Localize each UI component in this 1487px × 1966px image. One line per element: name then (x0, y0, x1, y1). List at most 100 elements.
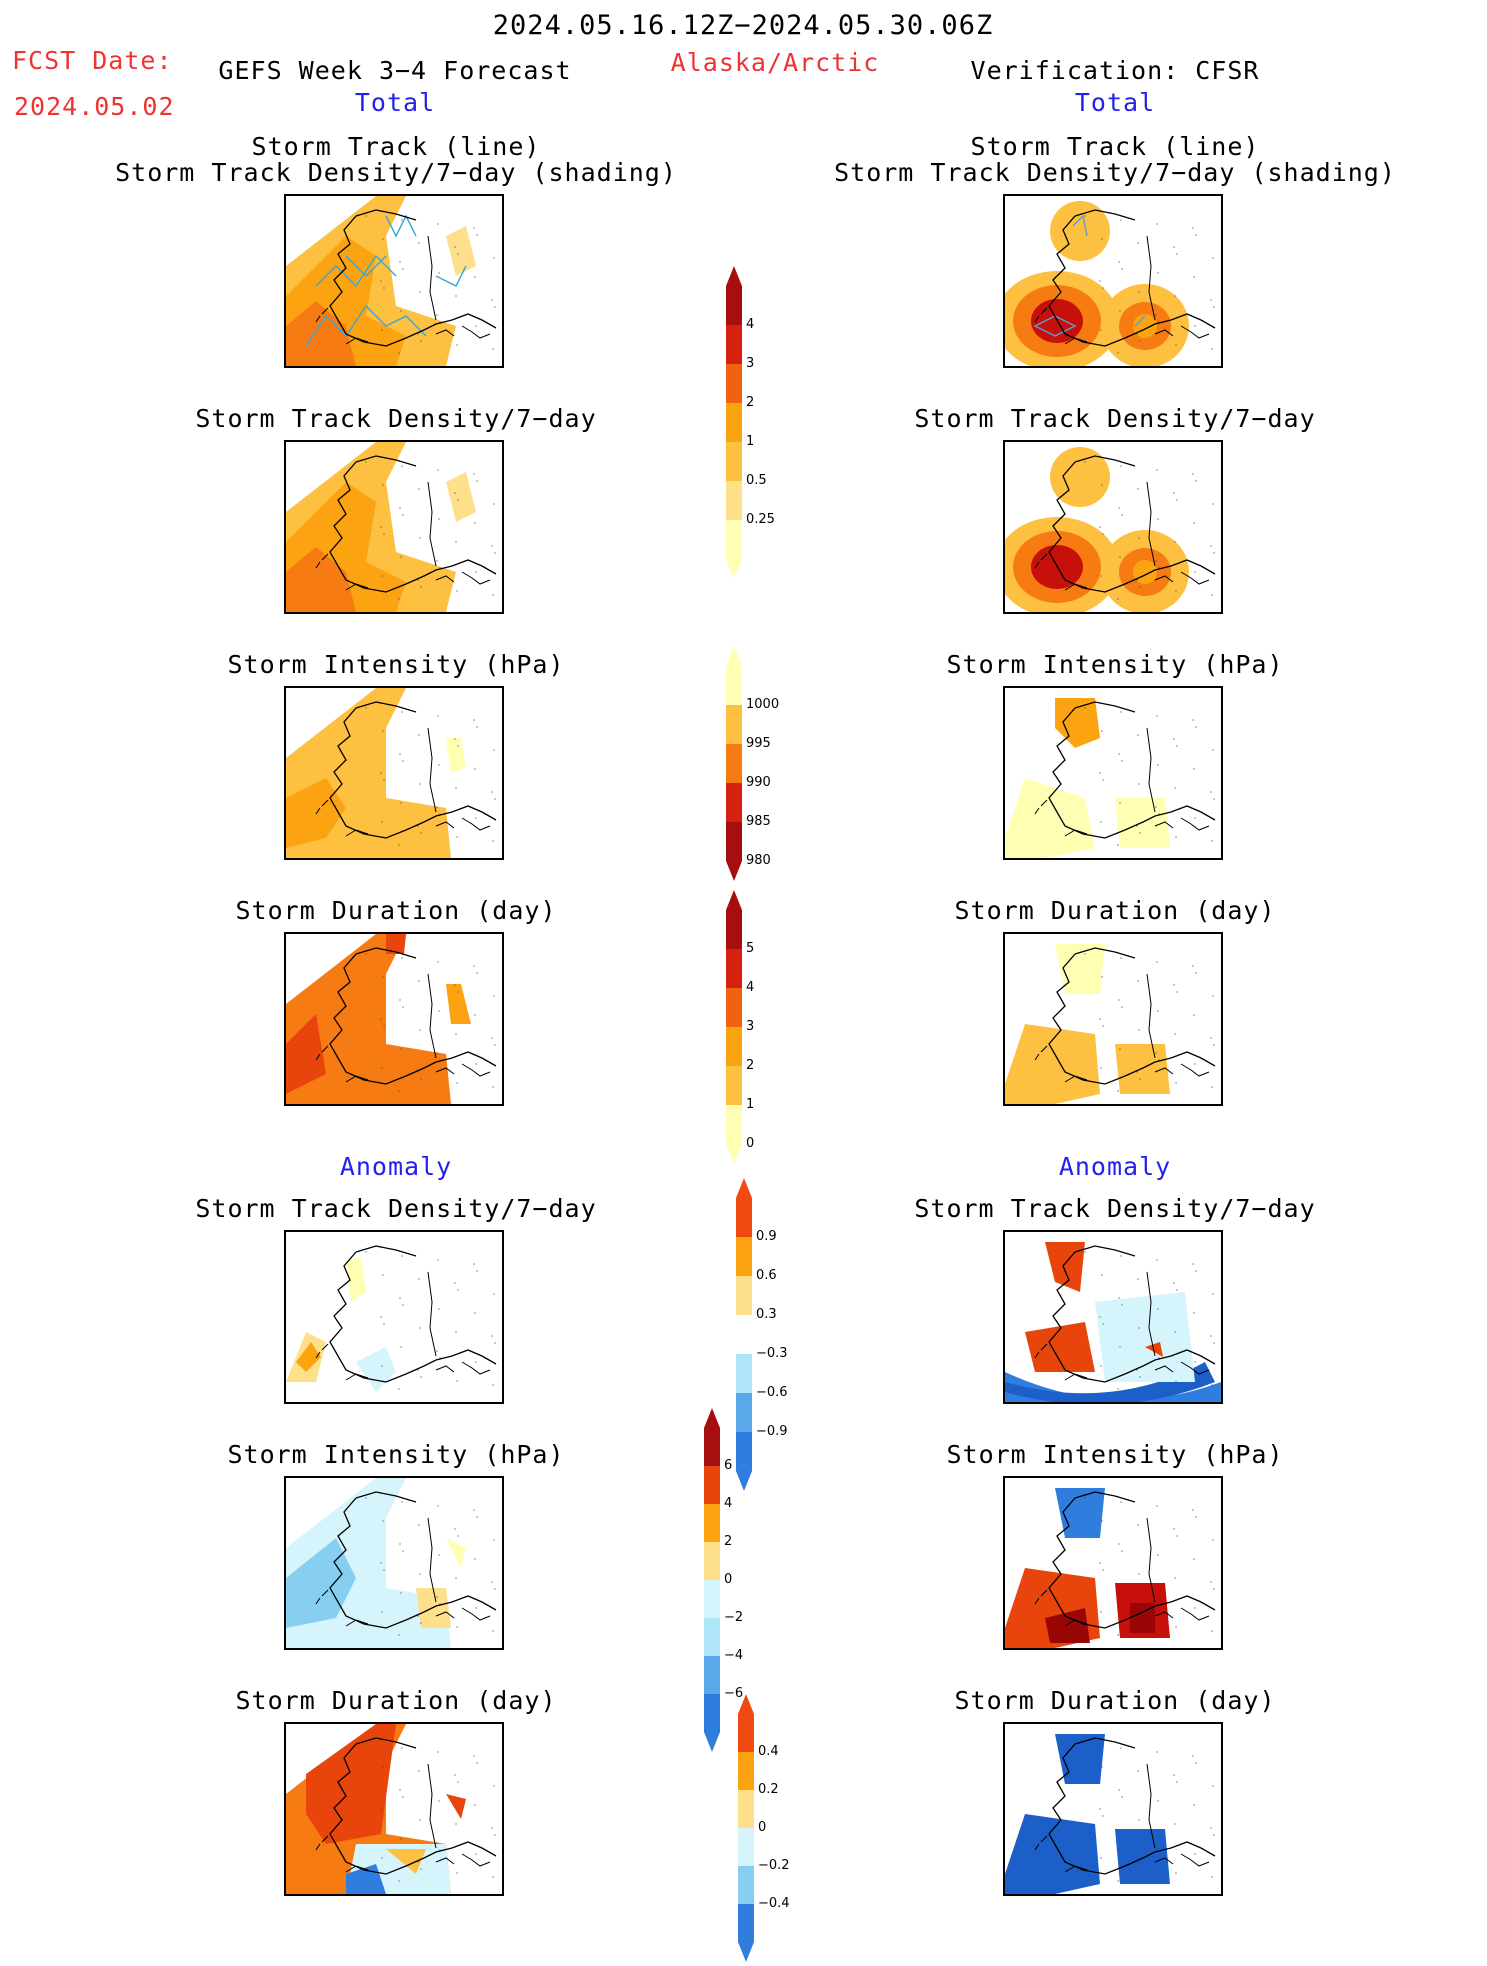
colorbar-tick-label: 1000 (746, 697, 780, 712)
left-anomaly-label: Anomaly (339, 1152, 453, 1181)
colorbar-tick-label: 0 (758, 1820, 767, 1835)
map-forecast-density-anomaly (284, 1230, 504, 1404)
panel-title: Storm Track Density/7−day (195, 1194, 597, 1223)
right-total-label: Total (1074, 88, 1156, 117)
map-verif-duration-anomaly (1003, 1722, 1223, 1896)
density-anomaly-verification (1005, 1242, 1221, 1402)
duration-total-bar (726, 890, 742, 1164)
track-lines-verification (1005, 201, 1216, 366)
colorbar-tick-label: 2 (724, 1534, 733, 1549)
right-title: Verification: CFSR (970, 56, 1260, 85)
left-total-label: Total (354, 88, 436, 117)
colorbar-tick-label: −6 (724, 1686, 744, 1701)
colorbar-tick-label: 5 (746, 941, 755, 956)
panel-title: Storm Track Density/7−day (914, 1194, 1316, 1223)
duration-anomaly-verification (1005, 1734, 1216, 1894)
track-lines-forecast (286, 196, 497, 366)
duration-anomaly-forecast (286, 1724, 497, 1894)
colorbar-tick-label: 3 (746, 356, 755, 371)
colorbar-density-anomaly: 0.9 0.6 0.3 −0.3 −0.6 −0.9 (734, 1178, 804, 1495)
colorbar-density-total: 4 3 2 1 0.5 0.25 (724, 266, 794, 583)
panel-title: Storm Duration (day) (235, 1686, 557, 1715)
map-forecast-density (284, 440, 504, 614)
colorbar-tick-label: 0.4 (758, 1744, 779, 1759)
colorbar-tick-label: 0 (746, 1136, 755, 1151)
intensity-total-bar (726, 646, 742, 881)
map-forecast-track (284, 194, 504, 368)
colorbar-tick-label: 6 (724, 1458, 733, 1473)
colorbar-tick-label: 0.2 (758, 1782, 779, 1797)
colorbar-tick-label: 0.25 (746, 512, 775, 527)
colorbar-tick-label: 980 (746, 853, 771, 868)
panel-title: Storm Track Density/7−day (195, 404, 597, 433)
intensity-forecast (286, 688, 497, 858)
colorbar-duration-anomaly: 0.4 0.2 0 −0.2 −0.4 (736, 1694, 806, 1966)
colorbar-tick-label: 2 (746, 1058, 755, 1073)
colorbar-tick-label: 0.9 (756, 1229, 777, 1244)
panel-title: Storm Intensity (hPa) (227, 650, 565, 679)
colorbar-tick-label: 4 (724, 1496, 733, 1511)
map-verif-duration (1003, 932, 1223, 1106)
panel-title: Storm Intensity (hPa) (946, 1440, 1284, 1469)
colorbar-duration-total: 5 4 3 2 1 0 (724, 890, 794, 1168)
intensity-anomaly-bar (704, 1408, 720, 1752)
colorbar-tick-label: −0.9 (756, 1424, 788, 1439)
colorbar-tick-label: 0.5 (746, 473, 767, 488)
density-forecast (286, 442, 497, 612)
panel-title: Storm Track (line) (251, 132, 541, 161)
region-title: Alaska/Arctic (670, 48, 880, 77)
map-forecast-duration-anomaly (284, 1722, 504, 1896)
duration-verification (1005, 944, 1216, 1104)
panel-title: Storm Duration (day) (954, 1686, 1276, 1715)
duration-forecast (286, 934, 497, 1104)
fcst-date: 2024.05.02 (14, 92, 175, 121)
map-verif-density-anomaly (1003, 1230, 1223, 1404)
colorbar-tick-label: 1 (746, 1097, 755, 1112)
map-forecast-duration (284, 932, 504, 1106)
colorbar-tick-label: 4 (746, 317, 755, 332)
intensity-verification (1005, 698, 1216, 858)
panel-title: Storm Track (line) (970, 132, 1260, 161)
colorbar-tick-label: −4 (724, 1648, 744, 1663)
density-verification (1005, 447, 1216, 612)
left-title: GEFS Week 3−4 Forecast (218, 56, 572, 85)
map-forecast-intensity (284, 686, 504, 860)
colorbar-tick-label: −2 (724, 1610, 744, 1625)
panel-title: Storm Track Density/7−day (914, 404, 1316, 433)
map-verif-intensity (1003, 686, 1223, 860)
intensity-anomaly-verification (1005, 1488, 1216, 1648)
colorbar-tick-label: 0.6 (756, 1268, 777, 1283)
colorbar-tick-label: 1 (746, 434, 755, 449)
panel-title: Storm Duration (day) (954, 896, 1276, 925)
right-anomaly-label: Anomaly (1058, 1152, 1172, 1181)
panel-title: Storm Track Density/7−day (shading) (115, 158, 677, 187)
intensity-anomaly-forecast (286, 1478, 497, 1648)
colorbar-tick-label: 2 (746, 395, 755, 410)
map-verif-density (1003, 440, 1223, 614)
panel-title: Storm Duration (day) (235, 896, 557, 925)
colorbar-tick-label: 995 (746, 736, 771, 751)
colorbar-intensity-anomaly: 6 4 2 0 −2 −4 −6 (702, 1408, 772, 1756)
fcst-label: FCST Date: (12, 46, 173, 75)
colorbar-tick-label: 0.3 (756, 1307, 777, 1322)
density-total-bar (726, 266, 742, 579)
colorbar-tick-label: 0 (724, 1572, 733, 1587)
density-anomaly-bar (736, 1178, 752, 1491)
duration-anomaly-bar (738, 1694, 754, 1962)
colorbar-tick-label: 985 (746, 814, 771, 829)
colorbar-tick-label: 4 (746, 980, 755, 995)
colorbar-tick-label: 3 (746, 1019, 755, 1034)
period-title: 2024.05.16.12Z−2024.05.30.06Z (492, 10, 994, 41)
density-anomaly-forecast (286, 1245, 497, 1392)
colorbar-tick-label: −0.2 (758, 1858, 790, 1873)
colorbar-tick-label: −0.6 (756, 1385, 788, 1400)
panel-title: Storm Intensity (hPa) (946, 650, 1284, 679)
map-verif-track (1003, 194, 1223, 368)
map-forecast-intensity-anomaly (284, 1476, 504, 1650)
map-verif-intensity-anomaly (1003, 1476, 1223, 1650)
colorbar-tick-label: −0.3 (756, 1346, 788, 1361)
colorbar-tick-label: 990 (746, 775, 771, 790)
panel-title: Storm Intensity (hPa) (227, 1440, 565, 1469)
colorbar-intensity-total: 1000 995 990 985 980 (724, 646, 794, 885)
colorbar-tick-label: −0.4 (758, 1896, 790, 1911)
